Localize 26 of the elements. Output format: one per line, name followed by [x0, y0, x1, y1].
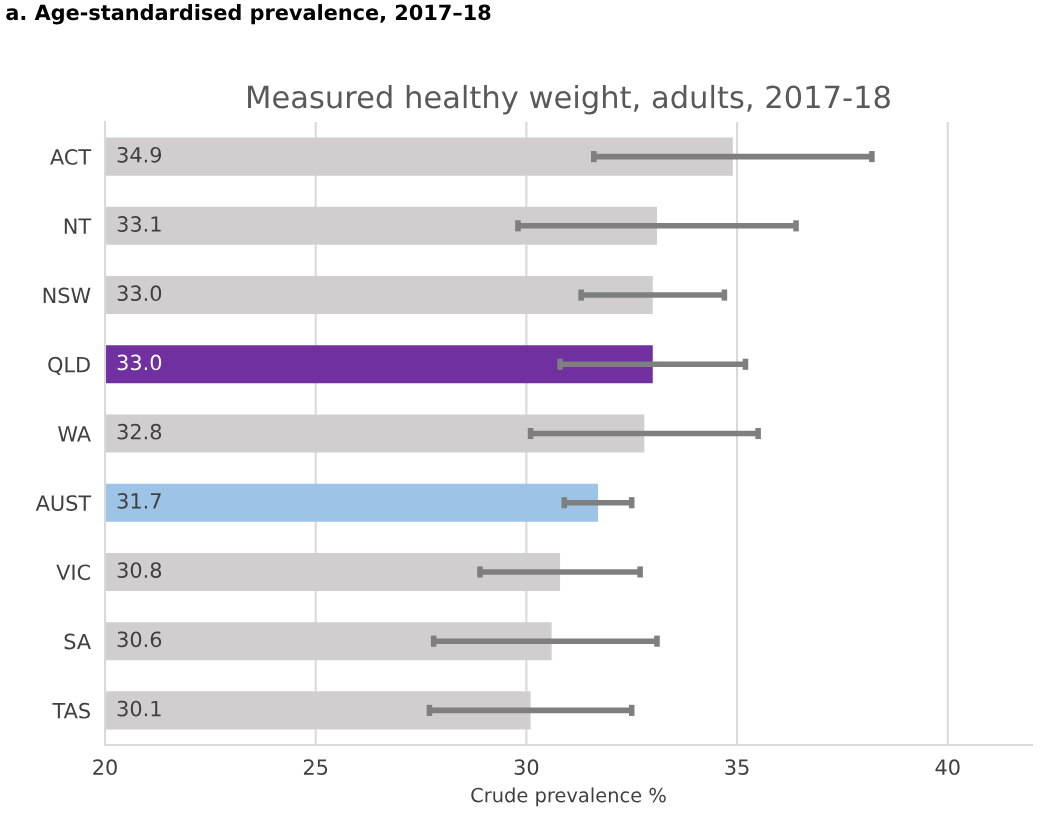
data-label: 31.7 [117, 493, 161, 509]
data-label: 33.1 [117, 216, 161, 232]
y-tick-label: NT [64, 218, 92, 234]
data-label: 34.9 [117, 146, 162, 163]
chart-title: Measured healthy weight, adults, 2017-18 [248, 84, 890, 115]
data-label: 30.8 [117, 562, 162, 578]
data-label: 33.0 [117, 285, 162, 302]
data-label: 30.1 [117, 700, 161, 717]
data-label: 32.8 [117, 423, 162, 440]
y-tick-label: AUST [35, 495, 92, 511]
y-tick-label: NSW [43, 287, 91, 304]
x-tick-label: 40 [935, 759, 960, 776]
x-tick-label: 30 [514, 759, 539, 776]
y-tick-label: WA [58, 426, 91, 442]
x-tick-label: 25 [303, 759, 328, 776]
x-tick-label: 20 [93, 759, 117, 776]
y-tick-label: SA [64, 633, 91, 650]
text: a. Age-standardised prevalence, 2017–18 [6, 4, 491, 25]
y-tick-label: QLD [48, 356, 90, 375]
y-tick-label: ACT [50, 149, 92, 165]
data-label: 33.0 [117, 354, 162, 371]
x-tick-label: 35 [725, 759, 749, 776]
y-tick-label: VIC [56, 564, 90, 581]
x-axis-title: Crude prevalence % [471, 787, 666, 807]
y-tick-label: TAS [52, 702, 90, 719]
data-label: 30.6 [117, 631, 162, 648]
